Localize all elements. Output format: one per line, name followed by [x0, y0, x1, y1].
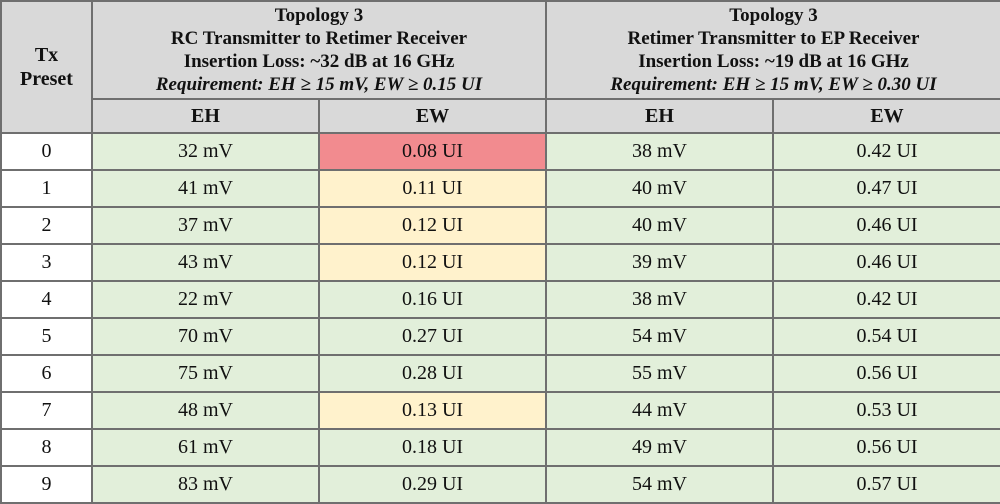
eh-cell-topology-1: 32 mV: [91, 132, 320, 171]
ew-cell-topology-2: 0.54 UI: [772, 317, 1000, 356]
table-row: 7 48 mV 0.13 UI 44 mV 0.53 UI: [0, 391, 1000, 430]
ew-cell-topology-2: 0.42 UI: [772, 132, 1000, 171]
ew-header-2: EW: [772, 98, 1000, 134]
group-1-title: Topology 3: [274, 5, 364, 26]
ew-cell-topology-2: 0.57 UI: [772, 465, 1000, 504]
eh-cell-topology-1: 43 mV: [91, 243, 320, 282]
preset-cell: 0: [0, 132, 93, 171]
ew-cell-topology-2: 0.47 UI: [772, 169, 1000, 208]
group-1-loss: Insertion Loss: ~32 dB at 16 GHz: [183, 51, 455, 72]
group-2-title: Topology 3: [729, 5, 818, 26]
table-row: 0 32 mV 0.08 UI 38 mV 0.42 UI: [0, 132, 1000, 171]
group-header-row: Tx Preset Topology 3 RC Transmitter to R…: [0, 0, 1000, 134]
tx-preset-header-line2: Preset: [20, 68, 73, 90]
ew-cell-topology-1: 0.28 UI: [318, 354, 547, 393]
ew-cell-topology-1: 0.27 UI: [318, 317, 547, 356]
table-row: 1 41 mV 0.11 UI 40 mV 0.47 UI: [0, 169, 1000, 208]
group-2-subtitle: Retimer Transmitter to EP Receiver: [627, 28, 920, 49]
preset-cell: 1: [0, 169, 93, 208]
eh-cell-topology-2: 54 mV: [545, 317, 774, 356]
eh-cell-topology-2: 49 mV: [545, 428, 774, 467]
ew-cell-topology-1: 0.18 UI: [318, 428, 547, 467]
group-1-subtitle: RC Transmitter to Retimer Receiver: [170, 28, 468, 49]
eh-header-2: EH: [545, 98, 774, 134]
eh-cell-topology-1: 83 mV: [91, 465, 320, 504]
eh-cell-topology-2: 55 mV: [545, 354, 774, 393]
eh-cell-topology-2: 40 mV: [545, 206, 774, 245]
eh-cell-topology-1: 22 mV: [91, 280, 320, 319]
ew-cell-topology-2: 0.56 UI: [772, 428, 1000, 467]
preset-cell: 6: [0, 354, 93, 393]
ew-cell-topology-1: 0.16 UI: [318, 280, 547, 319]
eh-cell-topology-2: 44 mV: [545, 391, 774, 430]
tx-preset-header: Tx Preset: [0, 0, 93, 134]
eh-cell-topology-2: 38 mV: [545, 280, 774, 319]
eh-cell-topology-2: 39 mV: [545, 243, 774, 282]
eh-cell-topology-2: 38 mV: [545, 132, 774, 171]
eh-cell-topology-1: 41 mV: [91, 169, 320, 208]
table-row: 8 61 mV 0.18 UI 49 mV 0.56 UI: [0, 428, 1000, 467]
eh-cell-topology-1: 75 mV: [91, 354, 320, 393]
table-row: 5 70 mV 0.27 UI 54 mV 0.54 UI: [0, 317, 1000, 356]
eh-cell-topology-1: 48 mV: [91, 391, 320, 430]
preset-cell: 9: [0, 465, 93, 504]
ew-cell-topology-1: 0.12 UI: [318, 243, 547, 282]
eh-cell-topology-1: 61 mV: [91, 428, 320, 467]
preset-cell: 3: [0, 243, 93, 282]
ew-cell-topology-2: 0.42 UI: [772, 280, 1000, 319]
preset-cell: 8: [0, 428, 93, 467]
tx-preset-header-line1: Tx: [34, 44, 59, 66]
table-row: 2 37 mV 0.12 UI 40 mV 0.46 UI: [0, 206, 1000, 245]
ew-cell-topology-1: 0.13 UI: [318, 391, 547, 430]
eh-cell-topology-2: 40 mV: [545, 169, 774, 208]
group-1-requirement: Requirement: EH ≥ 15 mV, EW ≥ 0.15 UI: [155, 74, 483, 95]
preset-cell: 2: [0, 206, 93, 245]
group-2-requirement: Requirement: EH ≥ 15 mV, EW ≥ 0.30 UI: [610, 74, 937, 95]
group-header-2: Topology 3 Retimer Transmitter to EP Rec…: [545, 0, 1000, 100]
ew-cell-topology-1: 0.29 UI: [318, 465, 547, 504]
ew-cell-topology-2: 0.46 UI: [772, 243, 1000, 282]
column-header-row: EH EW EH EW: [1, 98, 1000, 134]
table-body: 0 32 mV 0.08 UI 38 mV 0.42 UI 1 41 mV 0.11 UI 40…: [0, 132, 1000, 504]
table-row: 6 75 mV 0.28 UI 55 mV 0.56 UI: [0, 354, 1000, 393]
ew-cell-topology-2: 0.56 UI: [772, 354, 1000, 393]
group-2-loss: Insertion Loss: ~19 dB at 16 GHz: [638, 51, 909, 72]
eh-cell-topology-2: 54 mV: [545, 465, 774, 504]
ew-cell-topology-2: 0.46 UI: [772, 206, 1000, 245]
preset-cell: 5: [0, 317, 93, 356]
eh-cell-topology-1: 37 mV: [91, 206, 320, 245]
table-row: 9 83 mV 0.29 UI 54 mV 0.57 UI: [0, 465, 1000, 504]
ew-cell-topology-1: 0.08 UI: [318, 132, 547, 171]
preset-cell: 4: [0, 280, 93, 319]
eh-cell-topology-1: 70 mV: [91, 317, 320, 356]
table-row: 3 43 mV 0.12 UI 39 mV 0.46 UI: [0, 243, 1000, 282]
group-header-1: Topology 3 RC Transmitter to Retimer Rec…: [91, 0, 547, 100]
ew-header-1: EW: [318, 98, 547, 134]
eh-header-1: EH: [91, 98, 320, 134]
ew-cell-topology-1: 0.11 UI: [318, 169, 547, 208]
table-row: 4 22 mV 0.16 UI 38 mV 0.42 UI: [0, 280, 1000, 319]
preset-cell: 7: [0, 391, 93, 430]
ew-cell-topology-1: 0.12 UI: [318, 206, 547, 245]
ew-cell-topology-2: 0.53 UI: [772, 391, 1000, 430]
